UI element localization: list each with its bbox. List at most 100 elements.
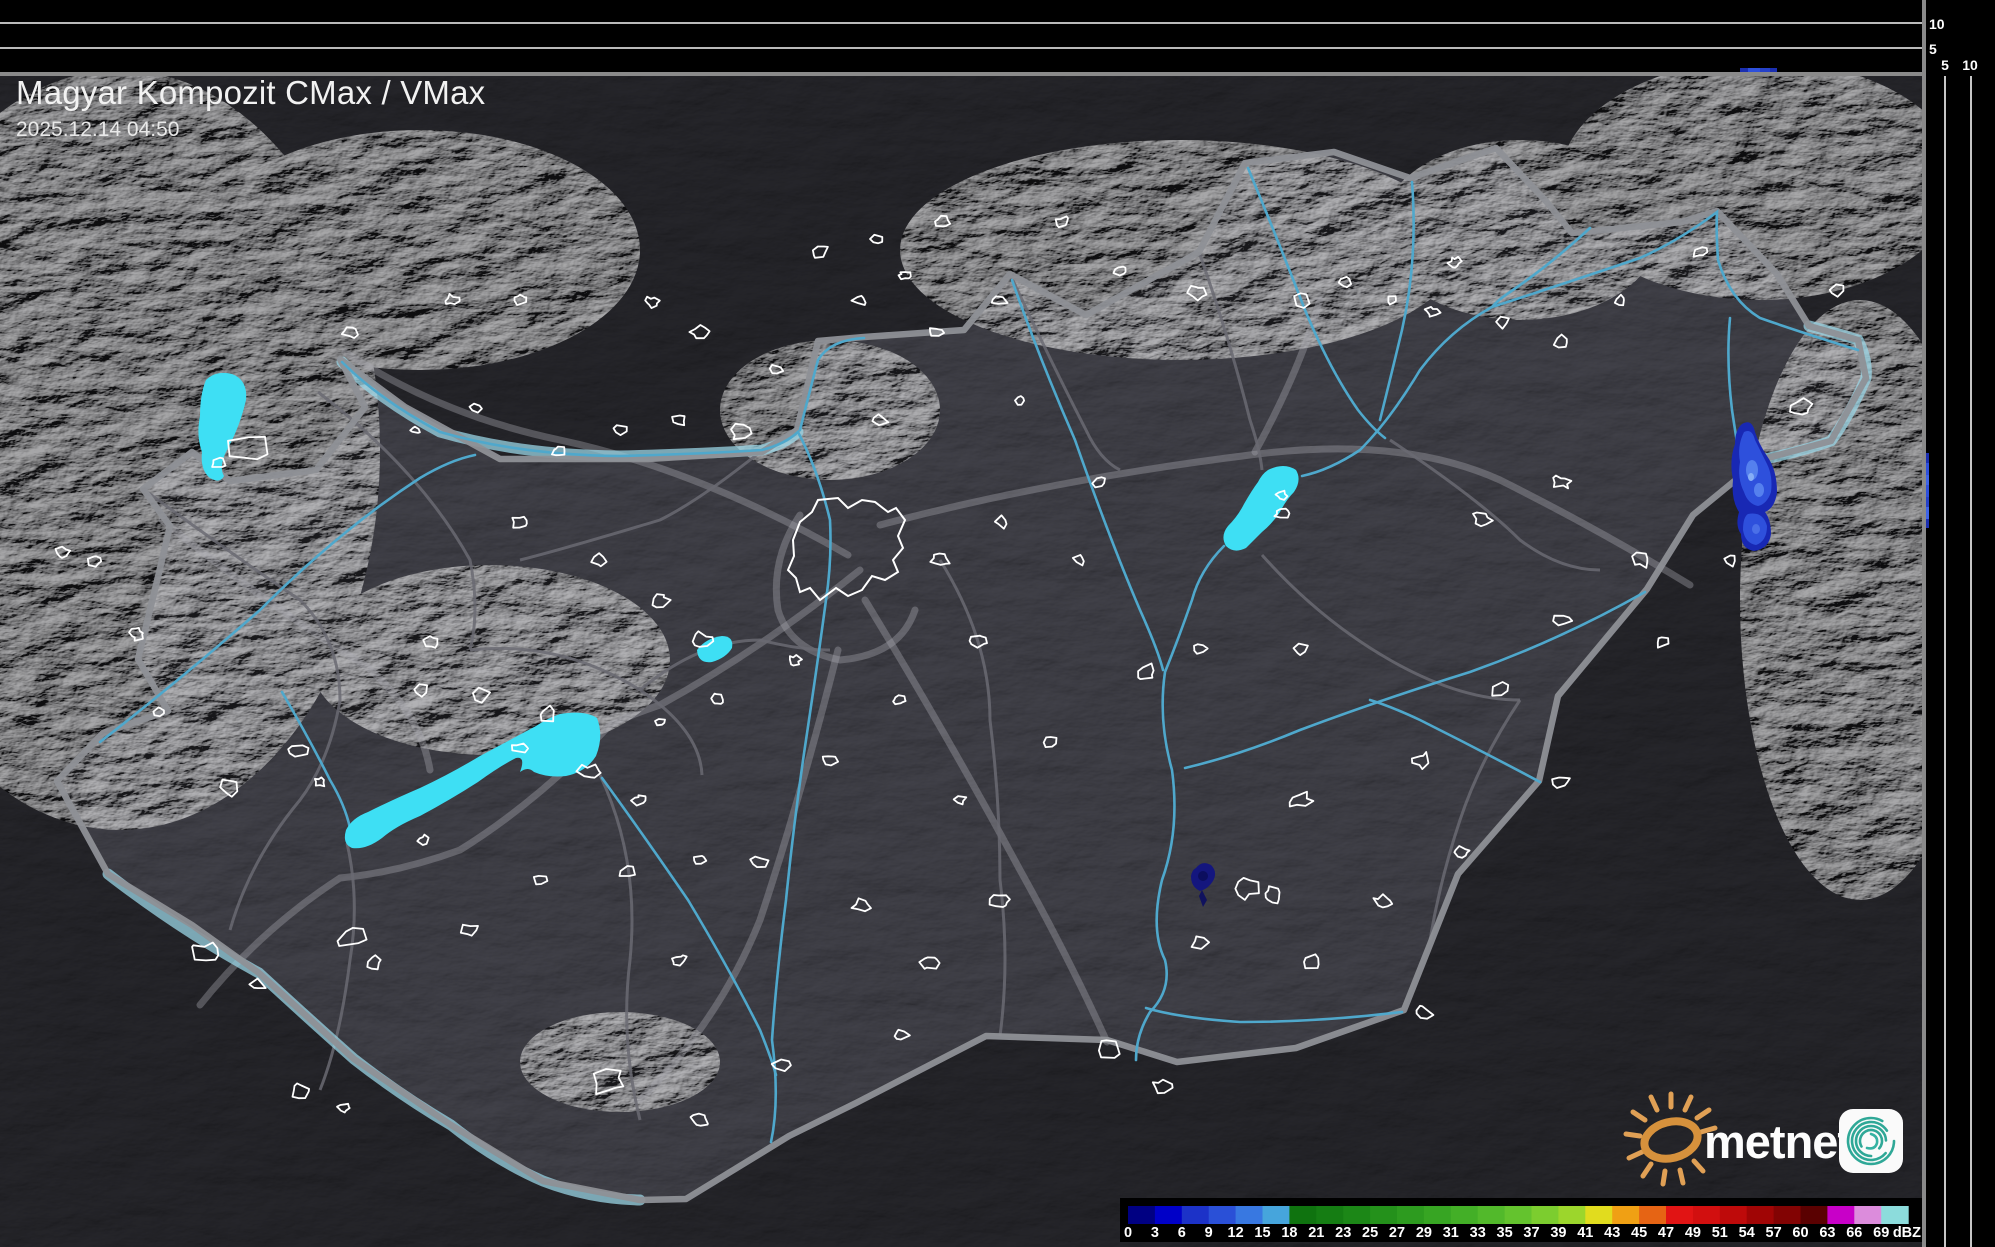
radar-echo-south xyxy=(1191,863,1216,907)
town-outline xyxy=(1828,283,1845,298)
town-outline xyxy=(929,327,945,337)
town-outline xyxy=(472,686,491,704)
town-outline xyxy=(1472,511,1494,528)
legend-tick-12: 12 xyxy=(1228,1225,1244,1241)
legend-cell-12 xyxy=(1235,1206,1264,1224)
legend-cell-51 xyxy=(1719,1206,1748,1224)
echo-east-bright xyxy=(1748,473,1754,481)
legend-cell-47 xyxy=(1666,1206,1694,1224)
town-outline xyxy=(1137,662,1155,680)
town-outline xyxy=(1692,246,1709,258)
town-outline xyxy=(871,413,890,427)
tisza-river xyxy=(1300,209,1860,478)
app-icon xyxy=(1839,1109,1903,1173)
legend-tick-45: 45 xyxy=(1631,1225,1647,1241)
town-outline xyxy=(850,294,867,306)
town-outline xyxy=(336,927,368,947)
highway-m30 xyxy=(1251,296,1324,456)
echo-south-core xyxy=(1198,871,1208,881)
legend-unit-label: dBZ xyxy=(1893,1225,1921,1241)
town-outline xyxy=(1372,893,1394,909)
town-outline xyxy=(1091,476,1106,489)
town-outline xyxy=(988,894,1011,908)
town-outline xyxy=(291,1082,310,1100)
legend-labels: 0 3 6 9 12 15 18 21 23 25 27 29 31 33 35 37 39 41 43 45 47 49… xyxy=(1124,1225,1889,1241)
town-outline xyxy=(539,704,555,723)
town-outline xyxy=(671,954,688,967)
legend-cell-29 xyxy=(1423,1206,1452,1224)
right-cross-section-panel: 5 10 xyxy=(1922,57,1995,1247)
town-outline xyxy=(789,654,803,667)
tisza-river-south xyxy=(1134,544,1226,1062)
town-outline xyxy=(654,718,666,727)
county-borders xyxy=(142,251,1601,1121)
legend-tick-54: 54 xyxy=(1739,1225,1755,1241)
legend-cell-41 xyxy=(1585,1206,1613,1224)
town-outline xyxy=(1274,489,1289,501)
town-outline xyxy=(869,233,884,245)
town-outline xyxy=(413,683,428,698)
town-outline xyxy=(219,778,239,798)
echo-east-lower-light xyxy=(1752,524,1760,534)
legend-tick-69: 69 xyxy=(1873,1225,1889,1241)
right-axis-tick-10: 10 xyxy=(1962,57,1978,73)
ipoly-river xyxy=(798,336,866,432)
legend-cell-57 xyxy=(1773,1206,1802,1224)
town-outline xyxy=(1453,845,1471,859)
legend-cell-3 xyxy=(1154,1206,1183,1224)
legend-tick-66: 66 xyxy=(1846,1225,1862,1241)
legend-cell-66 xyxy=(1854,1206,1882,1224)
town-outline xyxy=(336,1102,351,1114)
town-outline xyxy=(1303,953,1320,970)
town-outline xyxy=(1193,643,1209,655)
radar-echo-east xyxy=(1731,422,1777,551)
town-outline xyxy=(644,295,661,309)
legend-tick-33: 33 xyxy=(1470,1225,1486,1241)
lake-balaton xyxy=(344,712,601,849)
legend-cell-54 xyxy=(1746,1206,1775,1224)
town-outline xyxy=(1264,885,1281,905)
town-outline xyxy=(1288,790,1315,808)
legend-cell-33 xyxy=(1477,1206,1506,1224)
town-outline xyxy=(770,1058,792,1072)
town-outline xyxy=(409,425,421,434)
town-outline xyxy=(990,295,1009,305)
town-outline xyxy=(612,424,628,436)
town-outline xyxy=(1190,935,1210,950)
town-outline xyxy=(575,763,602,779)
legend-cell-49 xyxy=(1692,1206,1721,1224)
town-outline xyxy=(1551,776,1571,789)
top-echo-layer xyxy=(1740,68,1777,73)
town-outline xyxy=(1014,395,1025,406)
town-outline xyxy=(551,445,566,457)
legend-cell-9 xyxy=(1208,1206,1237,1224)
legend-tick-18: 18 xyxy=(1281,1225,1297,1241)
town-outline xyxy=(1292,642,1309,656)
town-outline xyxy=(1071,554,1085,567)
legend-cell-23 xyxy=(1343,1206,1371,1224)
legend-tick-49: 49 xyxy=(1685,1225,1701,1241)
hernad-river xyxy=(1378,180,1415,422)
sio-river xyxy=(600,776,778,1077)
top-echo-segment-3 xyxy=(1770,68,1777,73)
town-outline xyxy=(1656,636,1670,649)
legend-bar xyxy=(1128,1206,1909,1224)
map-area xyxy=(0,72,1922,1247)
legend-cell-27 xyxy=(1397,1206,1425,1224)
town-outline xyxy=(340,326,359,339)
town-outline xyxy=(1552,614,1574,627)
town-outline xyxy=(532,875,549,886)
page-title: Magyar Kompozit CMax / VMax xyxy=(16,74,486,111)
top-axis-tick-10: 10 xyxy=(1929,16,1945,32)
right-panel-bg xyxy=(1926,72,1995,1247)
town-outline xyxy=(689,1112,709,1127)
legend-cell-69 xyxy=(1881,1206,1909,1224)
highway-m5 xyxy=(861,596,1111,1046)
town-outline xyxy=(287,744,310,758)
town-outline xyxy=(897,271,912,281)
legend-cell-45 xyxy=(1639,1206,1667,1224)
legend-tick-51: 51 xyxy=(1712,1225,1728,1241)
highway-m6 xyxy=(636,646,842,1104)
town-outline xyxy=(929,552,951,566)
town-outline xyxy=(590,552,608,568)
